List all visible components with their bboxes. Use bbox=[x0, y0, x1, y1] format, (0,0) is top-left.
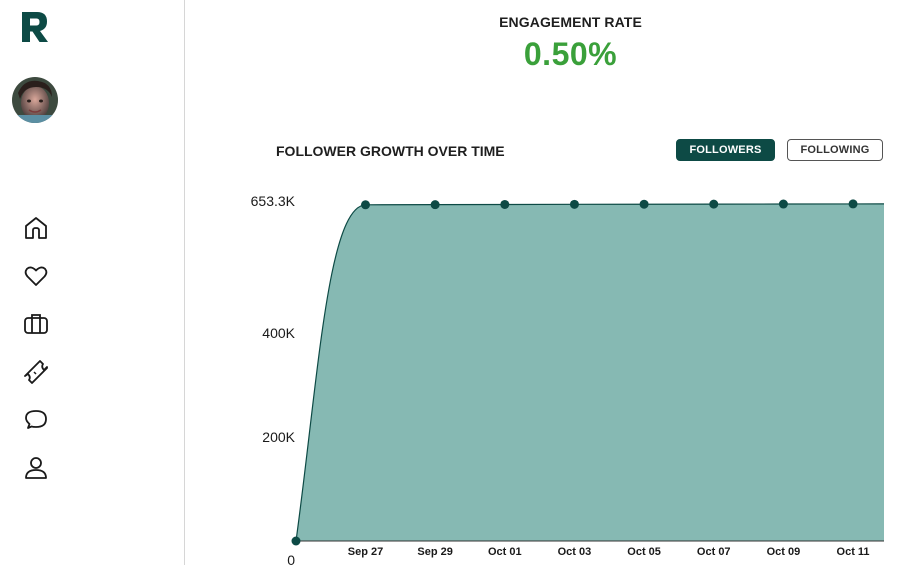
data-point bbox=[500, 199, 510, 209]
x-tick-label: Oct 09 bbox=[767, 546, 801, 558]
user-icon bbox=[25, 457, 47, 479]
data-point bbox=[569, 199, 579, 209]
y-tick-label: 0 bbox=[287, 552, 295, 565]
sidebar-nav bbox=[20, 212, 54, 500]
x-tick-label: Oct 03 bbox=[558, 546, 592, 558]
followers-toggle-button[interactable]: FOLLOWERS bbox=[676, 139, 775, 161]
brand-logo[interactable] bbox=[20, 10, 50, 44]
nav-item-profile[interactable] bbox=[20, 452, 52, 484]
home-icon bbox=[25, 217, 47, 239]
data-point bbox=[430, 200, 440, 210]
following-toggle-button[interactable]: FOLLOWING bbox=[787, 139, 883, 161]
data-point bbox=[639, 199, 649, 209]
y-tick-label: 200K bbox=[262, 429, 295, 445]
data-point bbox=[709, 199, 719, 209]
sidebar bbox=[0, 0, 185, 565]
x-tick-label: Oct 11 bbox=[837, 546, 870, 558]
x-tick-label: Oct 05 bbox=[627, 546, 661, 558]
chat-bubble-icon bbox=[25, 410, 47, 429]
y-tick-label: 653.3K bbox=[251, 193, 296, 209]
nav-item-messages[interactable] bbox=[20, 404, 52, 436]
data-point bbox=[361, 200, 370, 210]
nav-item-favorites[interactable] bbox=[20, 260, 52, 292]
nav-item-tickets[interactable] bbox=[20, 356, 52, 388]
data-point bbox=[778, 199, 788, 209]
engagement-rate-value: 0.50% bbox=[523, 36, 618, 72]
heart-icon bbox=[24, 266, 48, 286]
data-point bbox=[848, 199, 858, 209]
nav-item-home[interactable] bbox=[20, 212, 52, 244]
x-tick-label: Oct 07 bbox=[697, 546, 731, 558]
user-avatar[interactable] bbox=[12, 77, 58, 123]
x-tick-label: Sep 29 bbox=[417, 546, 452, 558]
data-point bbox=[291, 536, 301, 546]
chart-title: FOLLOWER GROWTH OVER TIME bbox=[276, 143, 505, 159]
avatar-image bbox=[12, 77, 58, 123]
followers-area bbox=[296, 203, 884, 541]
x-tick-label: Oct 01 bbox=[488, 546, 522, 558]
ticket-icon bbox=[24, 360, 48, 384]
briefcase-icon bbox=[24, 314, 48, 334]
y-tick-label: 400K bbox=[262, 325, 295, 341]
x-tick-label: Sep 27 bbox=[348, 546, 383, 558]
main-content: ENGAGEMENT RATE 0.50% FOLLOWER GROWTH OV… bbox=[186, 0, 897, 565]
nav-item-campaigns[interactable] bbox=[20, 308, 52, 340]
engagement-rate-label: ENGAGEMENT RATE bbox=[499, 14, 642, 30]
